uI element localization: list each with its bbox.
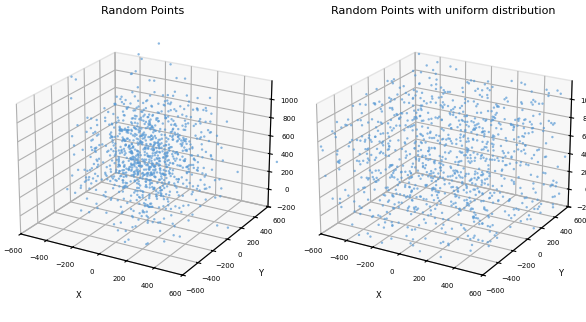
Title: Random Points with uniform distribution: Random Points with uniform distribution <box>331 6 556 16</box>
X-axis label: X: X <box>76 291 82 300</box>
Y-axis label: Y: Y <box>258 269 263 278</box>
Title: Random Points: Random Points <box>101 6 185 16</box>
Y-axis label: Y: Y <box>558 269 564 278</box>
X-axis label: X: X <box>376 291 382 300</box>
